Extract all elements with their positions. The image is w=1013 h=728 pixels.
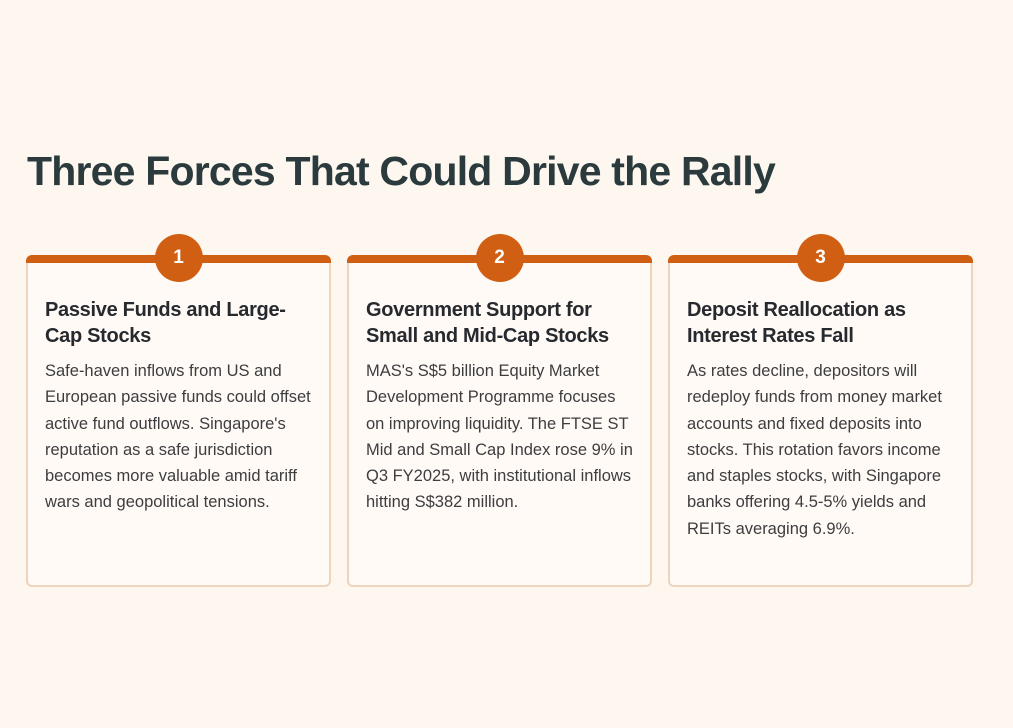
page-title: Three Forces That Could Drive the Rally [27, 148, 776, 194]
card-heading: Deposit Reallocation as Interest Rates F… [687, 299, 906, 347]
card-number-badge: 3 [796, 234, 845, 282]
force-card: 2 Government Support for Small and Mid-C… [347, 234, 652, 587]
force-card: 3 Deposit Reallocation as Interest Rates… [668, 234, 973, 587]
force-card: 1 Passive Funds and Large-Cap Stocks Saf… [26, 234, 331, 587]
card-heading: Government Support for Small and Mid-Cap… [366, 299, 609, 347]
card-body: As rates decline, depositors will redepl… [687, 362, 942, 538]
card-number-badge: 1 [154, 234, 203, 282]
card-heading: Passive Funds and Large-Cap Stocks [45, 299, 286, 347]
card-number-badge: 2 [475, 234, 524, 282]
card-body: Safe-haven inflows from US and European … [45, 362, 311, 512]
card-body: MAS's S$5 billion Equity Market Developm… [366, 362, 633, 512]
